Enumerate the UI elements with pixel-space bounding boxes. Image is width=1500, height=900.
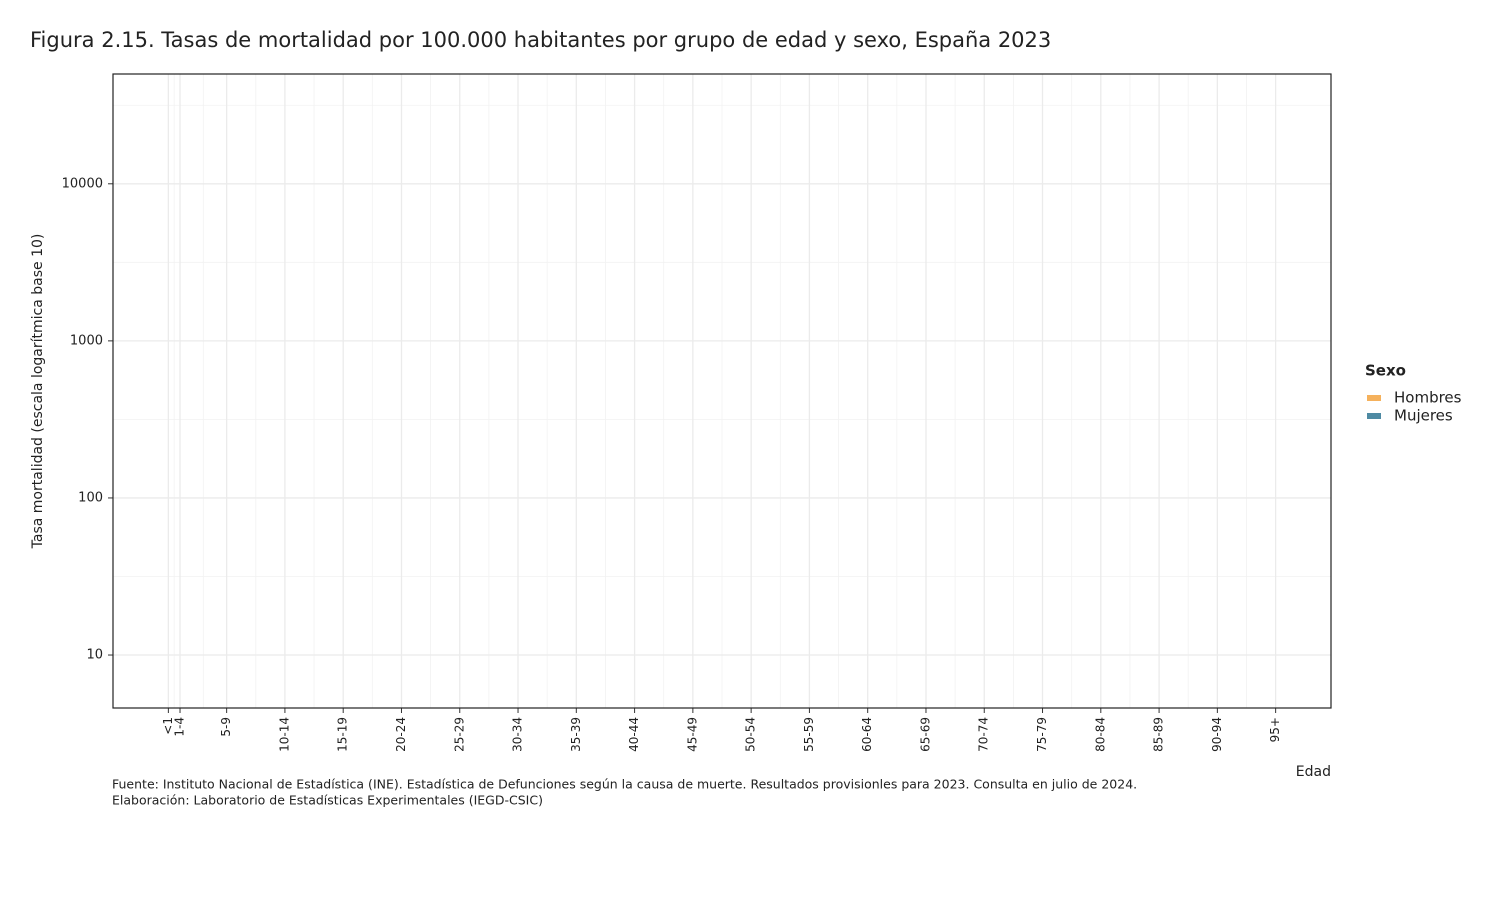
legend-label: Mujeres: [1394, 407, 1453, 425]
x-tick-label: 80-84: [1093, 717, 1107, 752]
legend-key: [1367, 413, 1381, 419]
x-tick-label: 20-24: [394, 717, 408, 752]
x-tick-label: 75-79: [1035, 717, 1049, 752]
y-axis-label: Tasa mortalidad (escala logarítmica base…: [30, 234, 46, 550]
x-axis-label: Edad: [1296, 764, 1331, 780]
chart-title: Figura 2.15. Tasas de mortalidad por 100…: [30, 28, 1051, 52]
x-tick-label: 35-39: [569, 717, 583, 752]
x-tick-label: 70-74: [977, 717, 991, 752]
x-tick-label: 65-69: [918, 717, 932, 752]
x-tick-label: <1: [161, 717, 175, 735]
y-tick-label: 100: [78, 490, 103, 505]
caption: Elaboración: Laboratorio de Estadísticas…: [112, 793, 543, 808]
x-tick-label: 55-59: [802, 717, 816, 752]
x-tick-label: 5-9: [219, 717, 233, 737]
x-tick-label: 45-49: [685, 717, 699, 752]
legend-key: [1367, 395, 1381, 401]
x-tick-label: 15-19: [336, 717, 350, 752]
x-tick-label: 25-29: [452, 717, 466, 752]
x-tick-label: 40-44: [627, 717, 641, 752]
x-tick-label: 90-94: [1210, 717, 1224, 752]
y-tick-label: 10: [86, 648, 103, 663]
legend-label: Hombres: [1394, 389, 1462, 407]
y-tick-label: 1000: [70, 333, 103, 348]
x-tick-label: 60-64: [860, 717, 874, 752]
x-tick-label: 10-14: [277, 717, 291, 752]
x-tick-label: 95+: [1268, 717, 1282, 742]
legend-title: Sexo: [1365, 362, 1406, 380]
x-tick-label: 50-54: [744, 717, 758, 752]
caption: Fuente: Instituto Nacional de Estadístic…: [112, 777, 1137, 792]
plot-border: [112, 73, 1332, 709]
x-tick-label: 30-34: [511, 717, 525, 752]
x-tick-label: 85-89: [1152, 717, 1166, 752]
x-tick-label: 1-4: [173, 717, 187, 737]
y-tick-label: 10000: [62, 176, 103, 191]
